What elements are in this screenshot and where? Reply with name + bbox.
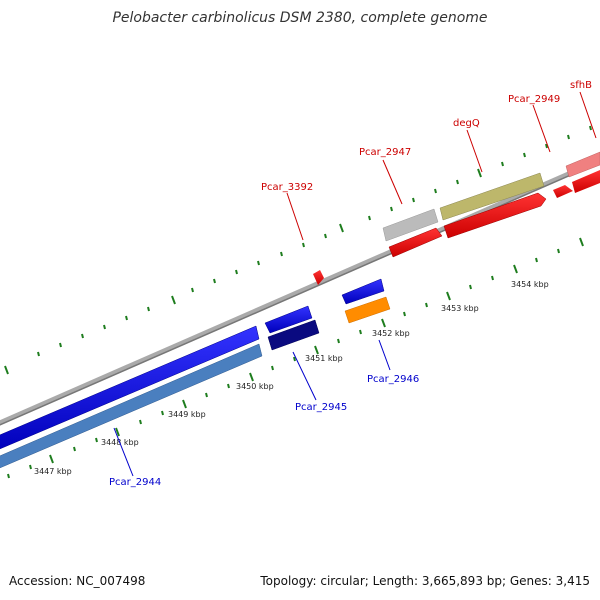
scale-label: 3454 kbp	[511, 280, 549, 289]
gene-pcar-2945	[267, 319, 320, 351]
inner-tick-track-lower	[7, 237, 584, 479]
map-title: Pelobacter carbinolicus DSM 2380, comple…	[112, 10, 488, 26]
gene-label-degq: degQ	[453, 118, 480, 129]
gene-label-pcar-3392: Pcar_3392	[261, 182, 313, 193]
outer-tick-track-upper	[4, 125, 592, 375]
scale-label: 3447 kbp	[34, 467, 72, 476]
gene-sfhb	[572, 170, 600, 193]
gene-label-pcar-2947: Pcar_2947	[359, 147, 411, 158]
label-leader-lines	[113, 91, 597, 477]
gene-grey-box	[382, 208, 439, 242]
scale-label: 3453 kbp	[441, 304, 479, 313]
genome-summary-text: Topology: circular; Length: 3,665,893 bp…	[260, 574, 590, 588]
gene-label-sfhb: sfhB	[570, 80, 592, 91]
gene-degq-upper	[439, 172, 545, 221]
accession-text: Accession: NC_007498	[9, 574, 146, 588]
forward-strand-genes	[313, 151, 600, 285]
gene-pcar-2947	[388, 227, 443, 258]
gene-pcar-2949	[553, 185, 573, 198]
gene-pcar-2944-outer	[0, 325, 260, 450]
gene-pcar-3392	[313, 270, 324, 285]
scale-label: 3449 kbp	[168, 410, 206, 419]
reverse-strand-genes	[0, 278, 391, 469]
gene-label-pcar-2946: Pcar_2946	[367, 374, 419, 385]
scale-label: 3452 kbp	[372, 329, 410, 338]
gene-label-pcar-2945: Pcar_2945	[295, 402, 347, 413]
gene-pcar-2946-outer	[341, 278, 385, 305]
gene-pcar-2945-outer	[264, 305, 313, 334]
scale-label: 3450 kbp	[236, 382, 274, 391]
gene-sfhb-upper	[565, 151, 600, 178]
genome-backbone	[0, 157, 600, 426]
scale-labels: 3447 kbp 3448 kbp 3449 kbp 3450 kbp 3451…	[34, 280, 549, 476]
scale-label: 3451 kbp	[305, 354, 343, 363]
gene-labels: Pcar_3392 Pcar_2947 degQ Pcar_2949 sfhB …	[109, 80, 592, 488]
gene-pcar-2946	[344, 296, 391, 324]
gene-pcar-2944	[0, 343, 263, 469]
gene-label-pcar-2949: Pcar_2949	[508, 94, 560, 105]
gene-degq	[443, 192, 547, 239]
gene-label-pcar-2944: Pcar_2944	[109, 477, 161, 488]
